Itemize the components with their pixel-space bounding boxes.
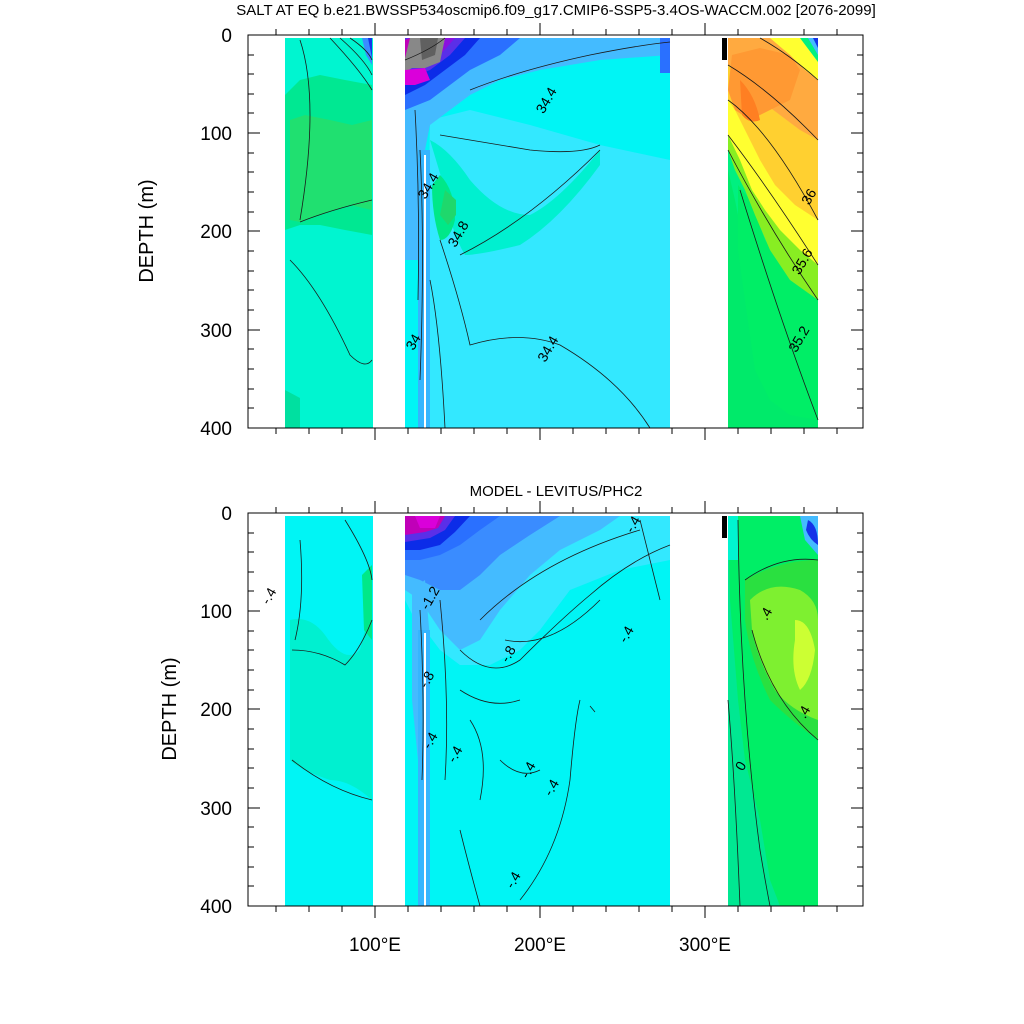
top-y-tick-labels: 0 100 200 300 400 — [200, 26, 232, 440]
bottom-contour-label: -.4 — [257, 585, 279, 607]
bottom-tick-marks — [248, 501, 863, 918]
bottom-contour-label: -.4 — [502, 869, 524, 891]
top-y-tick-label: 200 — [200, 222, 232, 243]
bottom-segment-atlantic — [722, 516, 819, 906]
top-y-tick-label: 100 — [200, 124, 232, 145]
bottom-contour-label: -.4 — [540, 776, 562, 798]
top-contour-label: 34 — [402, 331, 424, 353]
bottom-contour-label: -.4 — [517, 759, 539, 781]
bottom-x-tick-labels: 100°E 200°E 300°E — [349, 935, 731, 956]
bottom-y-tick-label: 0 — [221, 504, 232, 525]
top-segment-atlantic — [722, 37, 819, 428]
top-tick-marks — [248, 23, 863, 440]
bottom-y-tick-label: 200 — [200, 700, 232, 721]
bottom-x-tick-label: 300°E — [679, 935, 731, 956]
top-segment-west — [285, 37, 373, 428]
bottom-contour-label: -.4 — [419, 729, 441, 751]
top-contour-field — [285, 37, 819, 428]
top-panel-title: SALT AT EQ b.e21.BWSSP534oscmip6.f09_g17… — [236, 2, 876, 19]
top-y-axis-label: DEPTH (m) — [136, 179, 158, 282]
bottom-contour-label: -.4 — [444, 743, 466, 765]
bottom-segment-pacific — [405, 516, 671, 906]
bottom-x-tick-label: 100°E — [349, 935, 401, 956]
bottom-y-tick-labels: 0 100 200 300 400 — [200, 504, 232, 918]
bottom-y-tick-label: 300 — [200, 799, 232, 820]
bottom-contour-label: -.8 — [497, 643, 519, 665]
bottom-contour-label: -.4 — [621, 513, 643, 535]
top-y-tick-label: 300 — [200, 321, 232, 342]
top-y-tick-label: 400 — [200, 419, 232, 440]
bottom-contour-label: -.4 — [615, 623, 637, 645]
bottom-contour-label: -.8 — [415, 668, 437, 690]
bottom-panel-title: MODEL - LEVITUS/PHC2 — [470, 483, 643, 500]
bottom-contour-field — [285, 516, 819, 906]
bottom-segment-west — [285, 516, 373, 906]
top-y-tick-label: 0 — [221, 26, 232, 47]
bottom-x-tick-label: 200°E — [514, 935, 566, 956]
top-segment-pacific — [404, 37, 671, 428]
bottom-y-tick-label: 100 — [200, 602, 232, 623]
bottom-y-tick-label: 400 — [200, 897, 232, 918]
bottom-y-axis-label: DEPTH (m) — [159, 657, 181, 760]
top-contour-label: 36 — [798, 186, 820, 208]
